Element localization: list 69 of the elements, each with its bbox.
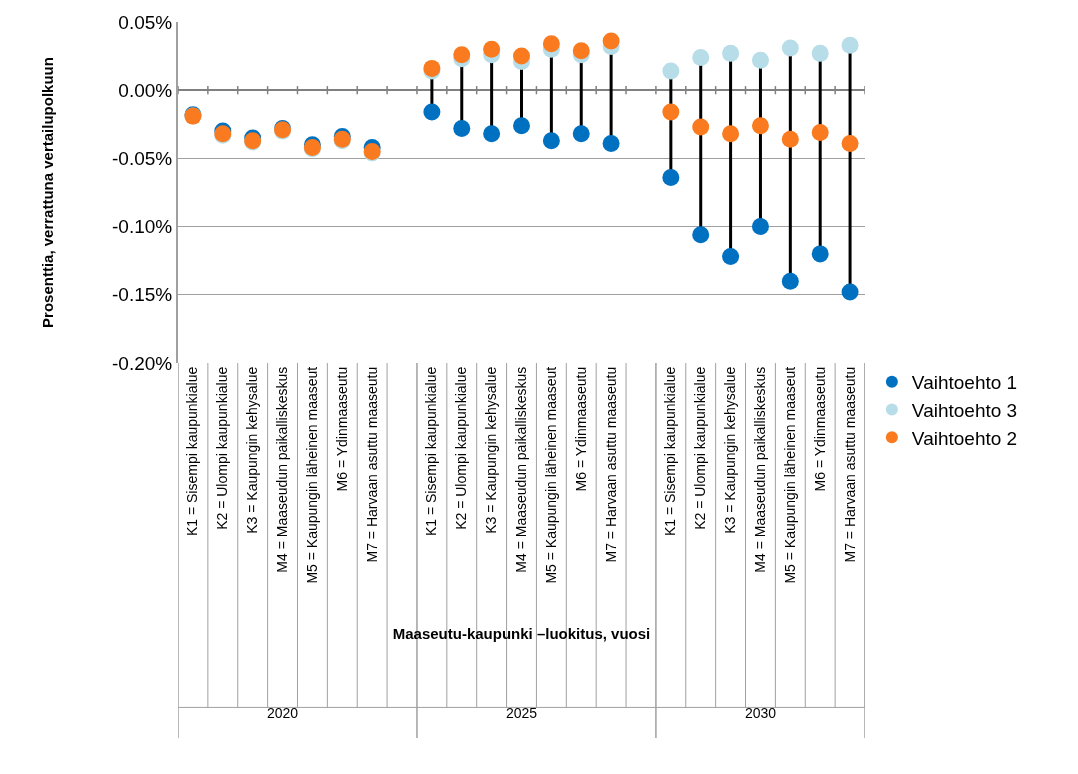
y-tick-label: 0.05% (118, 11, 173, 33)
point (841, 134, 859, 152)
x-tick-label: K2 = Ulompi kaupunkialue (214, 366, 231, 530)
point (841, 283, 859, 301)
point (692, 118, 710, 136)
legend-label: Vaihtoehto 1 (911, 372, 1018, 394)
point (542, 132, 560, 150)
point (751, 117, 769, 135)
point (662, 103, 680, 121)
x-tick-label: M5 = Kaupungin läheinen maaseut (781, 366, 798, 584)
x-tick-label: K2 = Ulompi kaupunkialue (453, 366, 470, 530)
x-axis-title: Maaseutu-kaupunki –luokitus, vuosi (392, 624, 651, 642)
point (423, 103, 441, 121)
x-tick-label: K2 = Ulompi kaupunkialue (692, 366, 709, 530)
y-tick-label: -0.10% (112, 216, 173, 238)
point (453, 119, 471, 137)
x-tick-label: M7 = Harvaan asuttu maaseutu (602, 366, 619, 563)
y-tick-label: 0.00% (118, 79, 173, 101)
point (722, 248, 740, 266)
point (781, 272, 799, 290)
point (692, 226, 710, 244)
y-tick-label: -0.15% (112, 284, 173, 306)
point (572, 42, 590, 60)
point (602, 32, 620, 50)
point (751, 218, 769, 236)
y-tick-label: -0.05% (112, 148, 173, 170)
x-tick-label: M6 = Ydinmaaseutu (333, 366, 350, 492)
point (572, 125, 590, 143)
x-tick-label: K3 = Kaupungin kehysalue (244, 366, 261, 534)
text: 2025 (506, 705, 538, 721)
point (542, 35, 560, 53)
point (811, 123, 829, 141)
x-tick-label: K1 = Sisempi kaupunkialue (662, 366, 679, 537)
text: 2030 (745, 705, 777, 721)
point (781, 130, 799, 148)
point (483, 125, 501, 143)
point (513, 47, 530, 65)
point (722, 125, 740, 143)
y-tick-label: -0.20% (112, 352, 173, 374)
y-axis-title: Prosenttia, verrattuna vertailupolkuun (38, 57, 56, 328)
legend-label: Vaihtoehto 2 (911, 427, 1018, 449)
point (662, 62, 680, 80)
x-tick-label: M5 = Kaupungin läheinen maaseut (542, 366, 559, 584)
x-tick-label: M4 = Maaseudun paikalliskeskus (274, 366, 291, 573)
x-tick-label: K3 = Kaupungin kehysalue (722, 366, 739, 534)
point (811, 44, 829, 62)
point (841, 36, 859, 54)
point (513, 117, 530, 135)
x-tick-label: M4 = Maaseudun paikalliskeskus (752, 366, 769, 573)
point (692, 48, 710, 66)
text: 2020 (267, 705, 299, 721)
x-tick-label: K1 = Sisempi kaupunkialue (184, 366, 201, 537)
x-tick-label: M7 = Harvaan asuttu maaseutu (841, 366, 858, 563)
x-tick-label: M6 = Ydinmaaseutu (811, 366, 828, 492)
point (722, 44, 740, 62)
x-tick-label: M5 = Kaupungin läheinen maaseut (303, 366, 320, 584)
x-tick-label: M4 = Maaseudun paikalliskeskus (513, 366, 530, 573)
point (453, 46, 471, 64)
x-tick-label: M6 = Ydinmaaseutu (572, 366, 589, 492)
point (602, 134, 620, 152)
point (751, 51, 769, 69)
point (811, 245, 829, 263)
x-tick-label: K1 = Sisempi kaupunkialue (423, 366, 440, 537)
x-tick-label: K3 = Kaupungin kehysalue (483, 366, 500, 534)
point (483, 40, 501, 58)
legend-label: Vaihtoehto 3 (911, 399, 1018, 421)
point (662, 169, 680, 186)
point (781, 39, 799, 57)
x-tick-label: M7 = Harvaan asuttu maaseutu (363, 366, 380, 563)
